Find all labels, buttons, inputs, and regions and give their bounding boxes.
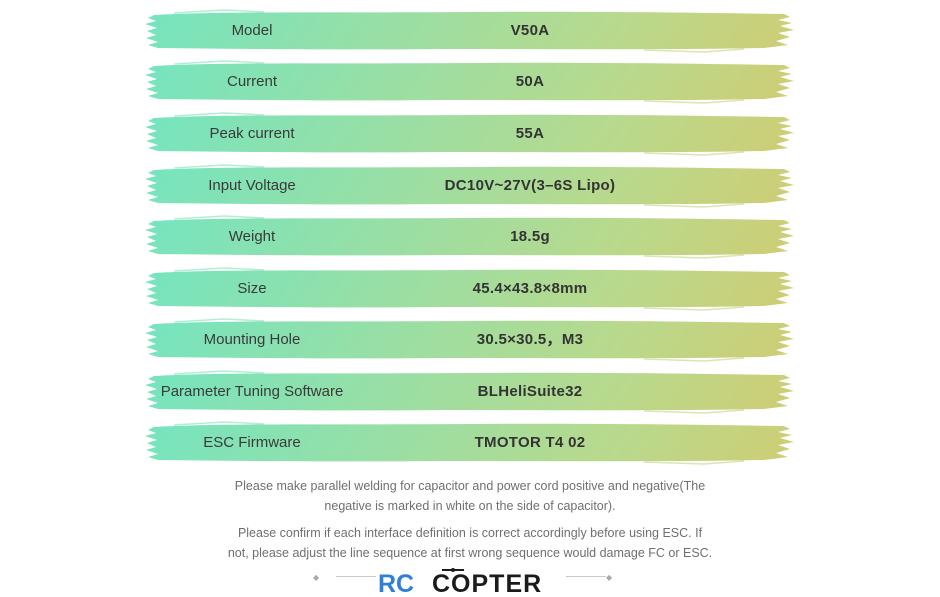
footer-dot-left: ◆ xyxy=(313,573,320,582)
welding-note: Please make parallel welding for capacit… xyxy=(0,477,940,516)
spec-row-peak-current: Peak current 55A xyxy=(144,112,795,156)
spec-label: Input Voltage xyxy=(208,177,296,194)
spec-value: DC10V~27V(3–6S Lipo) xyxy=(444,177,616,194)
confirm-note: Please confirm if each interface definit… xyxy=(0,524,940,563)
spec-value: V50A xyxy=(510,22,550,39)
rc-copter-logo: RC COPTER xyxy=(378,568,542,597)
logo-copter-text: COPTER xyxy=(432,570,542,597)
spec-value: BLHeliSuite32 xyxy=(477,383,583,400)
spec-value: 55A xyxy=(515,125,545,142)
spec-row-input-voltage: Input Voltage DC10V~27V(3–6S Lipo) xyxy=(144,164,795,208)
note-line: negative is marked in white on the side … xyxy=(324,498,616,513)
spec-label: Weight xyxy=(228,228,276,245)
spec-row-size: Size 45.4×43.8×8mm xyxy=(144,267,795,311)
note-line: not, please adjust the line sequence at … xyxy=(227,545,713,560)
spec-value: 30.5×30.5，M3 xyxy=(476,331,584,348)
spec-row-mounting-hole: Mounting Hole 30.5×30.5，M3 xyxy=(144,318,795,362)
propeller-icon xyxy=(442,568,464,572)
footer-divider-right xyxy=(566,576,606,577)
spec-row-tuning-software: Parameter Tuning Software BLHeliSuite32 xyxy=(144,370,795,414)
spec-label: Peak current xyxy=(209,125,295,142)
note-line: Please make parallel welding for capacit… xyxy=(234,479,706,493)
spec-row-weight: Weight 18.5g xyxy=(144,215,795,259)
note-line: Please confirm if each interface definit… xyxy=(237,526,703,540)
spec-row-model: Model V50A xyxy=(144,9,795,53)
spec-label: Mounting Hole xyxy=(203,331,301,348)
logo-rc-text: RC xyxy=(378,570,414,597)
spec-label: Current xyxy=(226,73,278,90)
spec-label: ESC Firmware xyxy=(203,434,301,451)
spec-value: 50A xyxy=(515,73,545,90)
spec-row-esc-firmware: ESC Firmware TMOTOR T4 02 xyxy=(144,421,795,465)
spec-row-current: Current 50A xyxy=(144,60,795,104)
footer-divider-left xyxy=(336,576,376,577)
spec-label: Model xyxy=(231,22,273,39)
spec-label: Size xyxy=(237,280,267,297)
spec-value: TMOTOR T4 02 xyxy=(474,434,586,451)
spec-value: 18.5g xyxy=(510,228,550,245)
spec-value: 45.4×43.8×8mm xyxy=(472,280,588,297)
spec-label: Parameter Tuning Software xyxy=(160,383,344,400)
footer-dot-right: ◆ xyxy=(606,573,613,582)
